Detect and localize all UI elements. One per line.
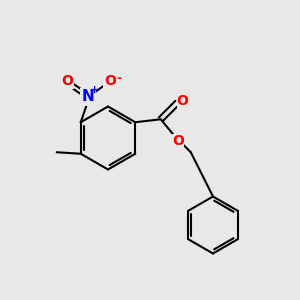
Text: +: + [90,85,99,95]
Text: O: O [172,134,184,148]
Text: N: N [82,89,94,104]
Text: O: O [177,94,189,108]
Text: -: - [116,72,122,85]
Text: O: O [104,74,116,88]
Text: O: O [61,74,73,88]
